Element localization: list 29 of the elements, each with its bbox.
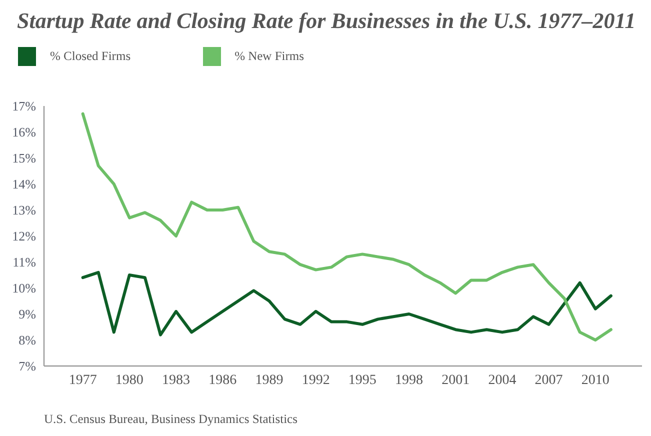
line-series [81, 270, 612, 336]
y-tick-label: 9% [18, 306, 36, 322]
y-tick-label: 15% [12, 150, 36, 166]
x-tick-label: 1983 [162, 372, 190, 388]
y-tick-label: 13% [12, 202, 36, 218]
y-tick-label: 14% [12, 176, 36, 192]
y-tick-label: 11% [12, 254, 36, 270]
x-tick-label: 1998 [395, 372, 424, 388]
x-tick-label: 1977 [68, 372, 97, 388]
legend-label: % New Firms [234, 49, 304, 64]
text: U.S. Census Bureau, Business Dynamics Statistics [44, 412, 298, 426]
x-tick-label: 2007 [534, 372, 563, 388]
chart-title: Startup Rate and Closing Rate for Businesses in the U.S. 1977–2011 [17, 8, 636, 33]
x-tick-label: 1980 [115, 372, 144, 388]
x-tick-label: 1989 [255, 372, 284, 388]
y-tick-label: 8% [18, 332, 36, 348]
x-tick-label: 2004 [488, 372, 516, 388]
x-tick-label: 2010 [581, 372, 610, 388]
legend-label: % Closed Firms [50, 49, 131, 64]
y-tick-label: 16% [12, 124, 36, 140]
x-tick-label: 1995 [348, 372, 376, 388]
line-series [81, 112, 612, 342]
y-tick-label: 7% [18, 358, 36, 374]
x-tick-label: 1992 [302, 372, 330, 388]
y-tick-label: 10% [12, 280, 36, 296]
y-tick-label: 17% [12, 98, 36, 114]
x-tick-label: 1986 [208, 372, 237, 388]
x-tick-label: 2001 [442, 372, 470, 388]
y-tick-label: 12% [12, 228, 36, 244]
